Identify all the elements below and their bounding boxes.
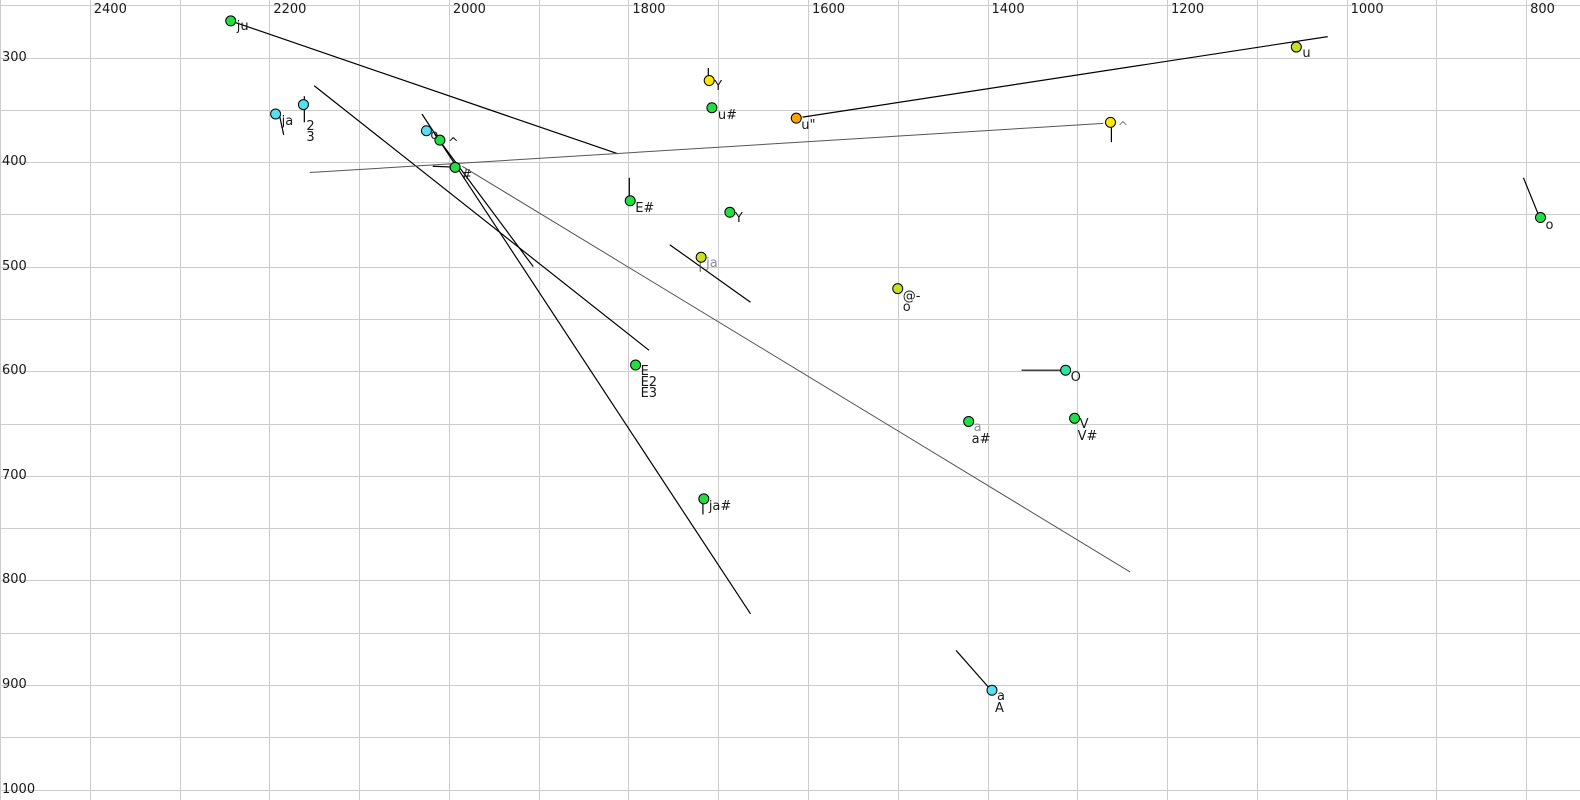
segment-seg-short1: [669, 244, 751, 303]
x-tick-1000: 1000: [1350, 2, 1384, 17]
point-label-p-at-1: o: [902, 299, 911, 315]
x-tick-2000: 2000: [452, 2, 486, 17]
point-label-p-ju-0: ju: [236, 18, 249, 34]
marker-p-u2[interactable]: [790, 112, 802, 124]
point-label-p-ja-2-0: ja: [706, 256, 718, 272]
point-label-p-ja-1-0: ja: [281, 113, 294, 129]
data-markers: [225, 15, 1546, 696]
point-label-p-a-0: a: [973, 420, 982, 436]
point-label-p-u2-0: u": [801, 118, 816, 134]
point-label-p-A-0: a: [996, 689, 1005, 705]
point-label-p-E-1: E2: [640, 374, 658, 390]
marker-p-O[interactable]: [1060, 364, 1072, 376]
marker-p-E[interactable]: [630, 359, 642, 371]
segment-seg-steep2: [434, 133, 534, 268]
point-label-p-u-0: u: [1302, 46, 1311, 62]
segment-seg-rise2: [309, 122, 1104, 174]
point-label-p-Ehash-0: E#: [635, 200, 655, 216]
point-label-p-jahash-0: ja#: [708, 498, 732, 514]
marker-p-u[interactable]: [1290, 41, 1302, 53]
point-label-p-caret2-0: ^: [1117, 120, 1129, 136]
marker-p-caret2[interactable]: [1104, 116, 1116, 128]
x-tick-1200: 1200: [1171, 2, 1205, 17]
x-tick-1800: 1800: [632, 2, 666, 17]
marker-p-hash[interactable]: [449, 161, 461, 173]
x-tick-2200: 2200: [273, 2, 307, 17]
segment-seg-stem-ja1: [278, 113, 285, 136]
y-tick-500: 500: [2, 258, 27, 274]
point-label-p-Y-0: Y: [734, 211, 743, 227]
segment-seg-down: [421, 113, 752, 615]
segment-seg-A: [955, 650, 990, 689]
point-label-p-at-0: @-: [902, 288, 921, 304]
marker-p-o-sm[interactable]: [420, 125, 432, 137]
point-label-p-2-0: 2: [306, 118, 315, 134]
segment-seg-long: [462, 165, 1131, 573]
point-label-p-o2-0: o: [1545, 217, 1554, 233]
marker-p-ja-1[interactable]: [270, 108, 282, 120]
x-tick-1400: 1400: [991, 2, 1025, 17]
x-tick-800: 800: [1530, 2, 1555, 17]
y-tick-800: 800: [2, 572, 27, 588]
x-tick-2400: 2400: [93, 2, 127, 17]
segment-seg-rise1: [802, 36, 1328, 118]
point-label-p-hash-0: #: [461, 168, 473, 184]
marker-p-2[interactable]: [297, 99, 309, 111]
y-tick-700: 700: [2, 467, 27, 483]
x-tick-1600: 1600: [811, 2, 846, 17]
vector-segments: [230, 20, 1540, 689]
marker-p-ju[interactable]: [225, 15, 237, 27]
point-label-p-caret-0: ^: [447, 136, 459, 152]
point-label-p-a-1: a#: [971, 432, 991, 448]
marker-p-o2[interactable]: [1535, 212, 1546, 224]
y-tick-1000: 1000: [2, 781, 36, 797]
segment-seg-o2: [1522, 177, 1540, 216]
point-label-p-o-sm-0: o: [430, 127, 439, 143]
point-label-p-E-0: E: [640, 363, 649, 379]
point-label-p-V-1: V#: [1077, 429, 1098, 445]
y-tick-900: 900: [2, 676, 27, 692]
marker-p-A[interactable]: [986, 684, 998, 696]
marker-p-V[interactable]: [1069, 412, 1081, 424]
point-label-p-V-0: V: [1079, 417, 1089, 433]
point-label-p-A-1: A: [994, 701, 1004, 717]
marker-p-a[interactable]: [963, 415, 975, 427]
y-tick-400: 400: [2, 154, 27, 170]
point-label-p-O-0: O: [1070, 370, 1081, 386]
marker-p-ja-2[interactable]: [695, 251, 707, 263]
y-tick-300: 300: [2, 49, 27, 65]
point-label-p-Yt-0: Y: [714, 78, 723, 94]
marker-p-Ehash[interactable]: [624, 195, 636, 207]
segment-seg-steep1: [313, 85, 650, 351]
segment-seg-ju: [230, 20, 618, 155]
marker-p-Y[interactable]: [724, 206, 736, 218]
point-label-p-2-1: 3: [306, 129, 315, 145]
point-label-p-E-2: E3: [640, 385, 658, 401]
y-tick-600: 600: [2, 363, 27, 379]
marker-p-caret[interactable]: [434, 134, 446, 146]
marker-p-at[interactable]: [892, 283, 904, 295]
marker-p-Yt[interactable]: [703, 75, 715, 87]
marker-p-jahash[interactable]: [698, 493, 710, 505]
marker-p-uhash[interactable]: [706, 102, 718, 114]
point-label-p-uhash-0: u#: [717, 107, 738, 123]
